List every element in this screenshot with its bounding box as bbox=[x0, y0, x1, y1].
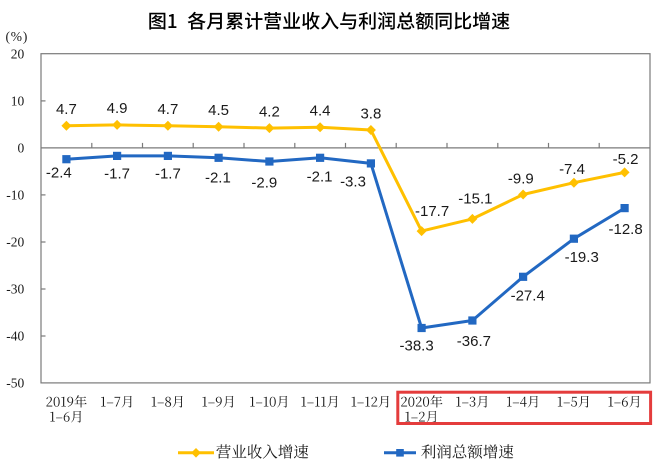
svg-text:-30: -30 bbox=[6, 282, 24, 297]
svg-text:-40: -40 bbox=[6, 329, 24, 344]
svg-text:-2.1: -2.1 bbox=[205, 169, 231, 186]
svg-text:10: 10 bbox=[11, 94, 25, 109]
svg-text:-50: -50 bbox=[6, 376, 24, 391]
svg-text:3.8: 3.8 bbox=[360, 105, 381, 122]
svg-text:4.7: 4.7 bbox=[56, 101, 77, 118]
svg-text:-12.8: -12.8 bbox=[608, 221, 642, 238]
svg-text:4.5: 4.5 bbox=[208, 102, 229, 119]
svg-text:(%): (%) bbox=[6, 29, 29, 44]
svg-text:4.2: 4.2 bbox=[259, 104, 280, 121]
svg-text:-27.4: -27.4 bbox=[511, 288, 545, 305]
svg-text:-19.3: -19.3 bbox=[565, 249, 599, 266]
svg-text:4.7: 4.7 bbox=[157, 101, 178, 118]
svg-text:-2.4: -2.4 bbox=[46, 164, 72, 181]
svg-text:-1.7: -1.7 bbox=[155, 166, 181, 183]
svg-text:4.4: 4.4 bbox=[310, 103, 331, 120]
svg-text:-9.9: -9.9 bbox=[508, 170, 534, 187]
svg-text:-17.7: -17.7 bbox=[415, 203, 449, 220]
svg-text:-3.3: -3.3 bbox=[340, 174, 366, 191]
svg-text:-2.9: -2.9 bbox=[251, 174, 277, 191]
svg-text:4.9: 4.9 bbox=[107, 100, 128, 117]
svg-text:0: 0 bbox=[18, 141, 25, 156]
svg-text:-36.7: -36.7 bbox=[457, 333, 491, 350]
svg-text:-1.7: -1.7 bbox=[104, 166, 130, 183]
svg-text:-10: -10 bbox=[6, 188, 24, 203]
svg-text:-7.4: -7.4 bbox=[559, 161, 585, 178]
svg-text:20: 20 bbox=[11, 46, 25, 61]
svg-text:-2.1: -2.1 bbox=[307, 168, 333, 185]
svg-text:-5.2: -5.2 bbox=[613, 151, 639, 168]
svg-text:-20: -20 bbox=[6, 235, 24, 250]
svg-text:-15.1: -15.1 bbox=[458, 190, 492, 207]
svg-text:-38.3: -38.3 bbox=[399, 338, 433, 355]
